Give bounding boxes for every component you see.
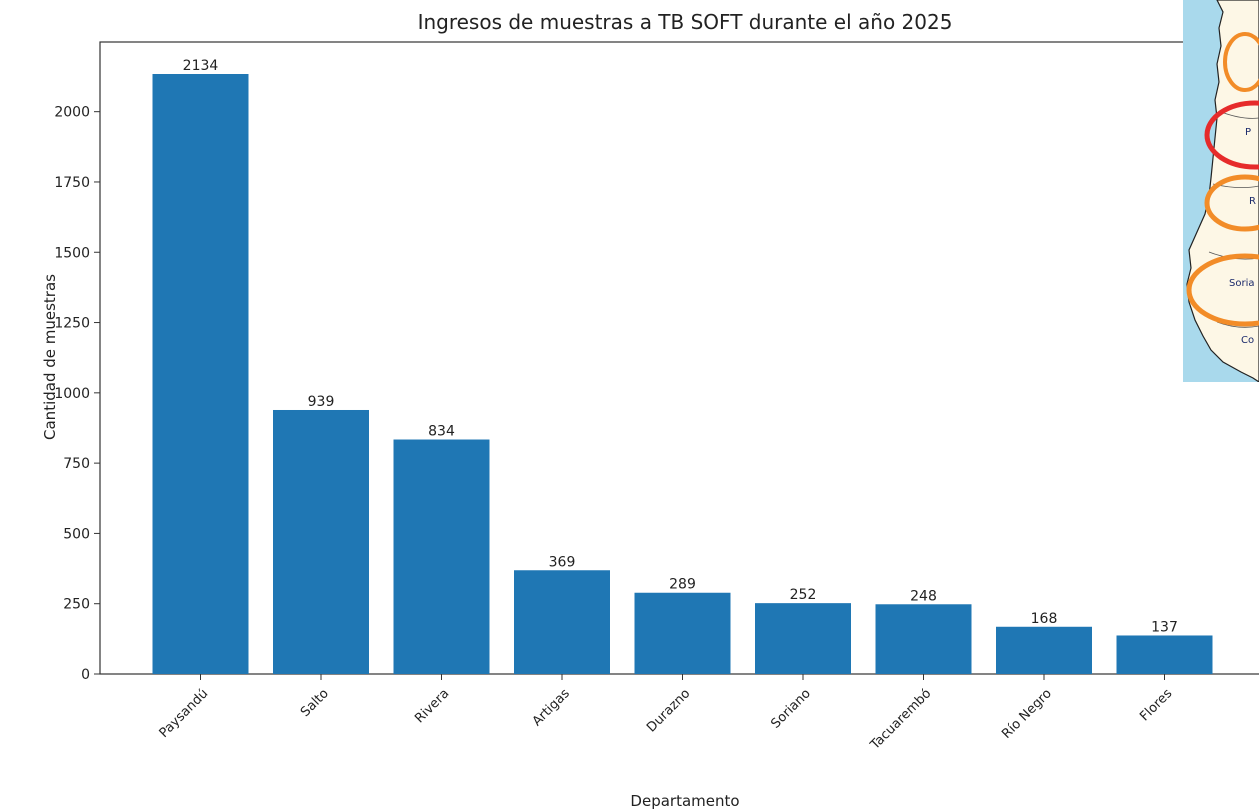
bar — [875, 604, 972, 674]
bar — [755, 603, 851, 674]
bar — [273, 409, 369, 674]
y-tick-label: 500 — [63, 526, 90, 542]
x-tick-label: Flores — [1137, 686, 1175, 724]
x-tick-label: Artigas — [530, 686, 573, 729]
chart-title: Ingresos de muestras a TB SOFT durante e… — [418, 10, 953, 34]
y-tick-label: 1250 — [54, 316, 90, 332]
bar-value-label: 168 — [1031, 611, 1058, 627]
map-label-3: Soria — [1229, 278, 1254, 289]
y-tick-label: 750 — [63, 456, 90, 472]
bar-value-label: 369 — [549, 554, 576, 570]
uruguay-map-image: P R Soria Co — [1183, 0, 1259, 382]
bar-value-label: 2134 — [183, 58, 219, 74]
x-tick-label: Soriano — [768, 686, 814, 732]
bar — [634, 592, 731, 674]
map-label-4: Co — [1241, 335, 1254, 346]
x-tick-label: Durazno — [644, 686, 693, 735]
bar — [996, 626, 1092, 674]
bar-value-label: 137 — [1151, 619, 1178, 635]
bar — [1116, 635, 1213, 674]
department-borders — [1208, 111, 1259, 328]
y-axis-label: Cantidad de muestras — [41, 274, 59, 440]
x-tick-label: Rivera — [412, 686, 452, 726]
bars-group — [152, 74, 1213, 674]
x-tick-label: Salto — [298, 686, 332, 720]
y-tick-label: 1750 — [54, 175, 90, 191]
y-tick-label: 2000 — [54, 105, 90, 121]
y-tick-label: 1000 — [54, 386, 90, 402]
y-tick-label: 0 — [81, 667, 90, 683]
highlight-ellipse-2 — [1204, 100, 1259, 170]
x-axis: Paysandú Salto Rivera Artigas Durazno Soriano… — [157, 674, 1175, 753]
map-inset: P R Soria Co — [1183, 0, 1259, 382]
y-tick-label: 1500 — [54, 245, 90, 261]
y-axis: 0 250 500 750 1000 1250 1500 1750 2000 — [54, 105, 100, 683]
x-tick-label: Río Negro — [999, 686, 1055, 742]
bar-value-label: 834 — [428, 424, 455, 440]
highlight-ellipse-4 — [1186, 253, 1259, 327]
bar-value-label: 252 — [790, 587, 817, 603]
data-labels-group: 2134 939 834 369 289 252 248 168 137 — [183, 58, 1178, 635]
land-area — [1186, 0, 1259, 382]
map-label-2: R — [1249, 196, 1256, 207]
bar — [514, 570, 610, 674]
bar-value-label: 289 — [669, 577, 696, 593]
map-label-1: P — [1245, 127, 1251, 138]
bar-value-label: 939 — [308, 394, 335, 410]
x-tick-label: Paysandú — [157, 686, 212, 741]
bar — [393, 439, 490, 674]
highlight-ellipse-3 — [1204, 174, 1259, 232]
highlight-ellipse-1 — [1223, 32, 1259, 92]
y-tick-label: 250 — [63, 597, 90, 613]
x-tick-label: Tacuarembó — [867, 686, 934, 753]
bar-value-label: 248 — [910, 588, 937, 604]
x-axis-label: Departamento — [630, 792, 739, 810]
bar — [152, 74, 249, 674]
